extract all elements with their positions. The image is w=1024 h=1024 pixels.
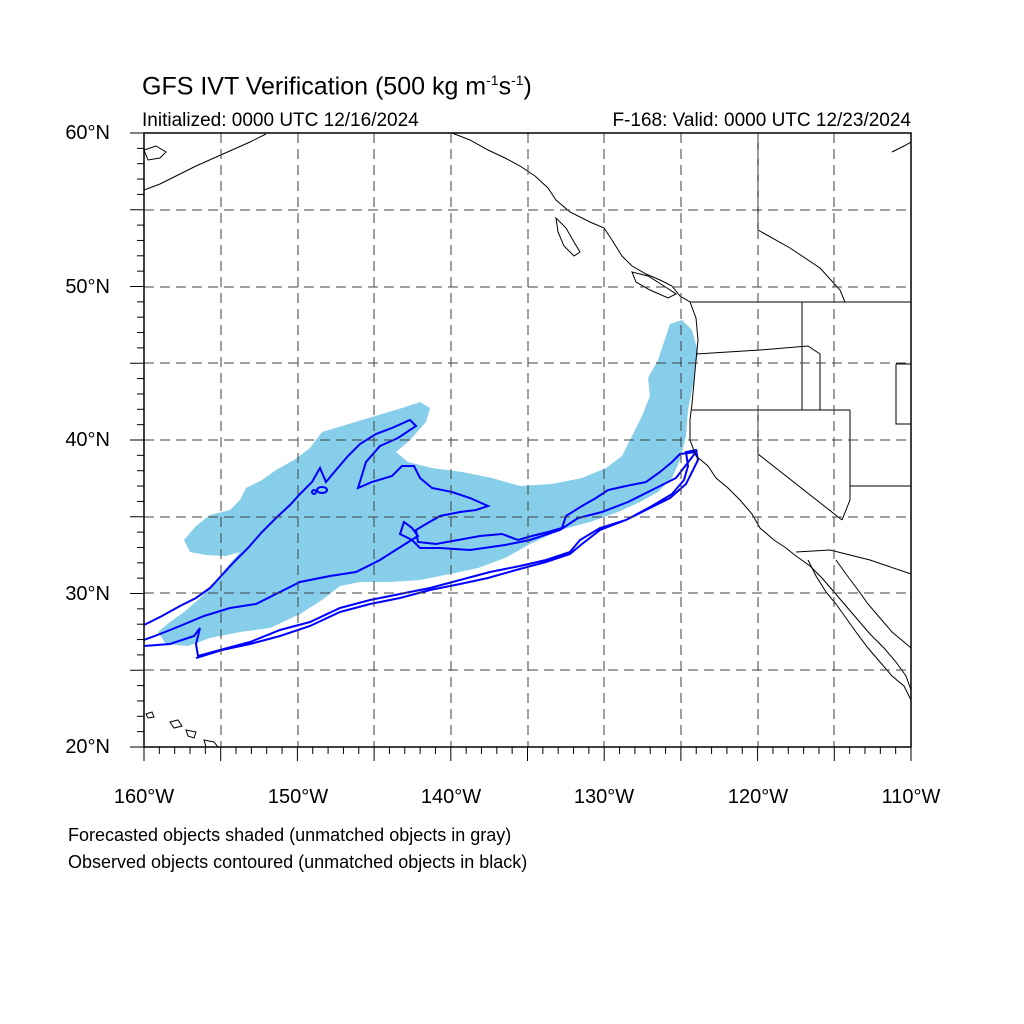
lon-label-160w: 160°W xyxy=(113,786,175,808)
lon-label-130w: 130°W xyxy=(573,786,635,808)
vancouver-island xyxy=(631,271,677,299)
hawaii-island xyxy=(145,711,155,719)
kodiak-island xyxy=(144,145,167,161)
wa-or-border xyxy=(695,345,821,410)
observed-small-object xyxy=(316,486,328,494)
forecast-note: Forecasted objects shaded (unmatched obj… xyxy=(68,825,512,845)
observed-objects xyxy=(144,418,700,659)
observed-ar-outer-contour xyxy=(144,448,700,659)
forecast-ar-object xyxy=(158,320,698,646)
hudson-area-coast xyxy=(891,141,911,153)
hawaii-island xyxy=(203,739,219,747)
forecast-objects xyxy=(158,320,698,646)
lon-label-150w: 150°W xyxy=(267,786,329,808)
observed-ar-inner-contour xyxy=(144,418,699,641)
north-america-coastline xyxy=(451,133,911,691)
hawaii-island xyxy=(169,719,183,729)
lat-label-60: 60°N xyxy=(65,122,110,144)
bc-ab-border xyxy=(757,133,846,303)
lat-label-50: 50°N xyxy=(65,276,110,298)
ca-nv-border xyxy=(757,410,843,521)
alaska-coast xyxy=(144,133,267,191)
map-title: GFS IVT Verification (500 kg m-1s-1) xyxy=(142,72,532,101)
init-time-label: Initialized: 0000 UTC 12/16/2024 xyxy=(142,110,419,131)
observed-small-object xyxy=(311,489,317,495)
lat-label-40: 40°N xyxy=(65,429,110,451)
coastlines xyxy=(144,133,911,747)
wy-border xyxy=(895,363,911,425)
haida-gwaii xyxy=(555,216,581,257)
lat-label-20: 20°N xyxy=(65,736,110,758)
observed-note: Observed objects contoured (unmatched ob… xyxy=(68,852,528,872)
nv-ut-border xyxy=(841,410,851,521)
lon-label-110w: 110°W xyxy=(881,786,941,808)
us-mexico-border xyxy=(795,549,912,575)
valid-time-label: F-168: Valid: 0000 UTC 12/23/2024 xyxy=(612,110,911,131)
state-borders xyxy=(690,133,912,575)
gridlines xyxy=(144,133,911,747)
axis-ticks xyxy=(130,132,912,761)
baja-peninsula xyxy=(807,559,911,701)
gulf-of-california xyxy=(835,559,911,649)
hawaii-island xyxy=(185,729,197,739)
lon-label-120w: 120°W xyxy=(727,786,789,808)
lon-label-140w: 140°W xyxy=(420,786,482,808)
lat-label-30: 30°N xyxy=(65,583,110,605)
